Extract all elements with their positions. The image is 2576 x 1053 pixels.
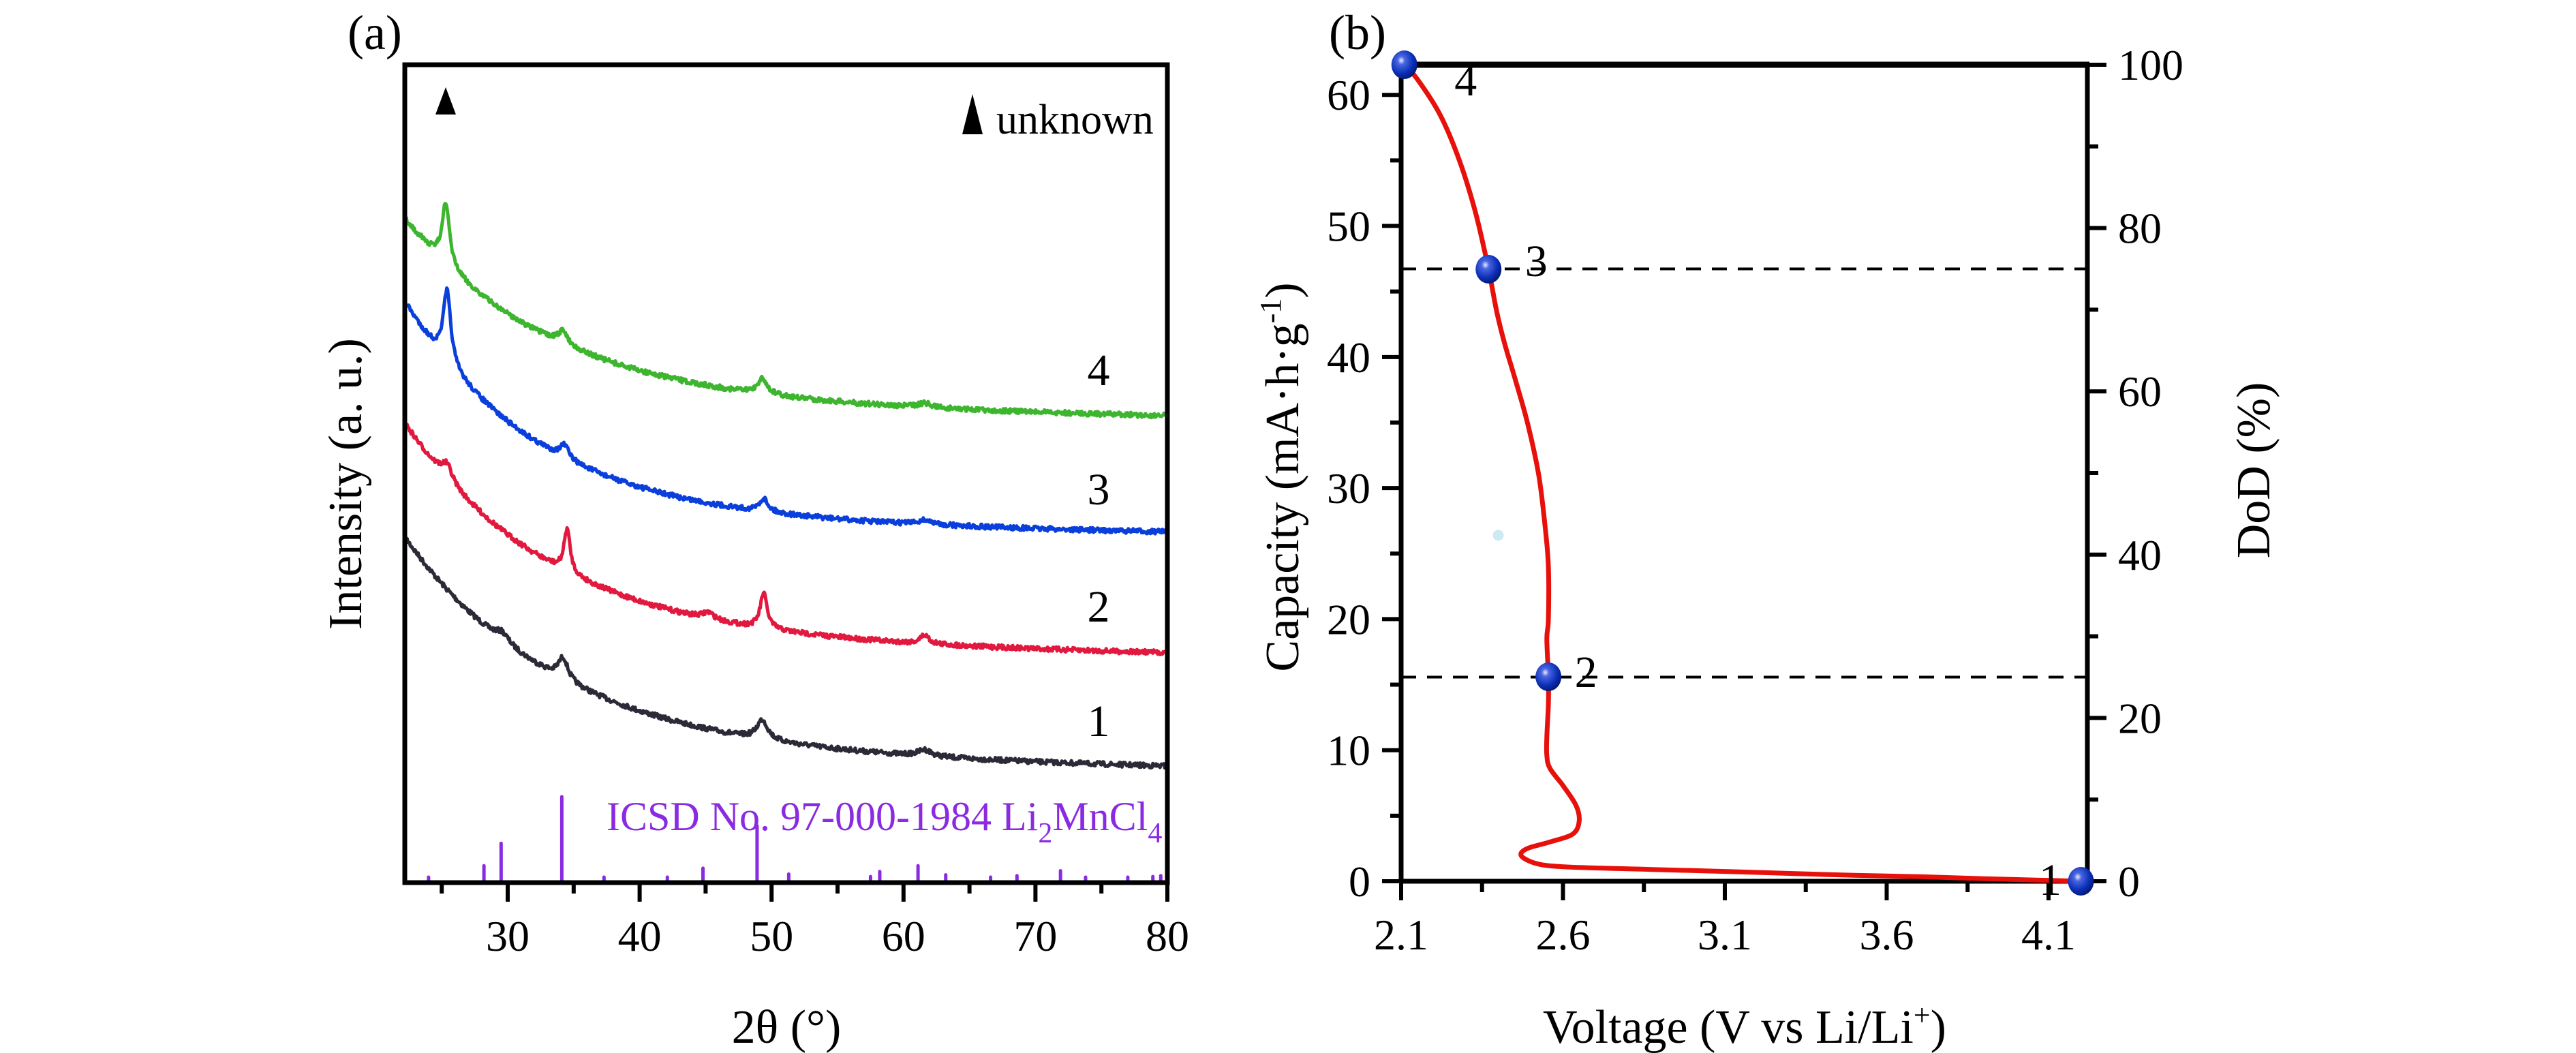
panel-b-capacity: (b) 2.1 2.6 3.1 3.6 4.1 0 10 20 30 40 50 60 0 20 40 60 8… bbox=[1254, 5, 2280, 1053]
marker-3 bbox=[1475, 254, 1502, 284]
marker-label-1: 1 bbox=[2039, 855, 2061, 905]
plot-frame-a bbox=[402, 62, 1170, 885]
marker-label-2: 2 bbox=[1575, 647, 1597, 697]
trace-label-3: 3 bbox=[1088, 465, 1110, 515]
xrd-trace-2 bbox=[403, 420, 1169, 656]
capacity-curve bbox=[1402, 63, 2081, 884]
marker-label-4: 4 bbox=[1454, 56, 1477, 106]
x-tick-label: 70 bbox=[1013, 912, 1057, 960]
xrd-trace-1 bbox=[403, 534, 1169, 770]
axes-b: 2.1 2.6 3.1 3.6 4.1 0 10 20 30 40 50 60 0 20 40 60 80 100 bbox=[1327, 41, 2183, 959]
y-tick-label: 30 bbox=[1327, 464, 1370, 513]
x-axis-title-a: 2θ (°) bbox=[732, 1001, 842, 1053]
stray-dot bbox=[1492, 530, 1504, 541]
y2-tick-label: 20 bbox=[2118, 694, 2162, 742]
x-tick-label: 3.6 bbox=[1860, 911, 1914, 959]
x-axis-ticks-a: 30 40 50 60 70 80 bbox=[440, 883, 1189, 960]
xrd-trace-3 bbox=[403, 286, 1169, 536]
marker-1 bbox=[2068, 867, 2094, 896]
x-tick-label: 2.6 bbox=[1536, 911, 1591, 959]
state-markers: 1 2 3 4 bbox=[1391, 50, 2094, 905]
y-tick-label: 10 bbox=[1327, 727, 1370, 775]
reference-sticks bbox=[427, 795, 1163, 882]
y2-tick-label: 100 bbox=[2118, 41, 2183, 89]
marker-label-3: 3 bbox=[1525, 236, 1548, 286]
y-tick-label: 60 bbox=[1327, 71, 1370, 119]
x-tick-label: 50 bbox=[750, 912, 793, 960]
marker-4 bbox=[1391, 50, 1417, 79]
xrd-trace-4 bbox=[403, 202, 1168, 420]
dod-reference-lines bbox=[1401, 267, 2087, 679]
trace-labels: 1 2 3 4 bbox=[1088, 346, 1110, 746]
y-axis-title-a: Intensity (a. u.) bbox=[320, 338, 372, 630]
y-tick-label: 20 bbox=[1327, 595, 1370, 643]
panel-a-xrd: (a) 30 40 50 60 70 80 1 2 3 4 unknown ICSD No. 9… bbox=[320, 5, 1189, 1053]
panel-b-label: (b) bbox=[1329, 5, 1386, 60]
trace-label-1: 1 bbox=[1088, 697, 1110, 746]
y-tick-label: 50 bbox=[1327, 202, 1370, 251]
y2-tick-label: 40 bbox=[2118, 531, 2162, 579]
y2-axis-title-b: DoD (%) bbox=[2228, 382, 2280, 559]
y-tick-label: 0 bbox=[1349, 857, 1370, 906]
xrd-traces bbox=[403, 202, 1169, 770]
x-tick-label: 3.1 bbox=[1698, 911, 1752, 959]
trace-label-2: 2 bbox=[1088, 582, 1110, 632]
y2-tick-label: 60 bbox=[2118, 367, 2162, 416]
panel-a-label: (a) bbox=[348, 5, 402, 60]
x-tick-label: 60 bbox=[882, 912, 925, 960]
y2-tick-label: 0 bbox=[2118, 857, 2140, 906]
x-axis-title-b: Voltage (V vs Li/Li+) bbox=[1543, 998, 1946, 1053]
x-tick-label: 30 bbox=[486, 912, 530, 960]
reference-label: ICSD No. 97-000-1984 Li2MnCl4 bbox=[607, 794, 1162, 849]
y-tick-label: 40 bbox=[1327, 333, 1370, 382]
x-tick-label: 2.1 bbox=[1374, 911, 1428, 959]
legend-triangle-icon bbox=[962, 94, 983, 134]
trace-label-4: 4 bbox=[1088, 346, 1110, 395]
unknown-peak-triangle-icon bbox=[435, 87, 457, 115]
legend-label-unknown: unknown bbox=[996, 97, 1154, 143]
legend: unknown bbox=[962, 94, 1154, 143]
y-axis-title-b: Capacity (mA·h·g-1) bbox=[1254, 282, 1309, 671]
x-tick-label: 40 bbox=[618, 912, 662, 960]
x-tick-label: 4.1 bbox=[2021, 911, 2076, 959]
x-tick-label: 80 bbox=[1146, 912, 1189, 960]
marker-2 bbox=[1535, 662, 1562, 692]
y2-tick-label: 80 bbox=[2118, 204, 2162, 253]
